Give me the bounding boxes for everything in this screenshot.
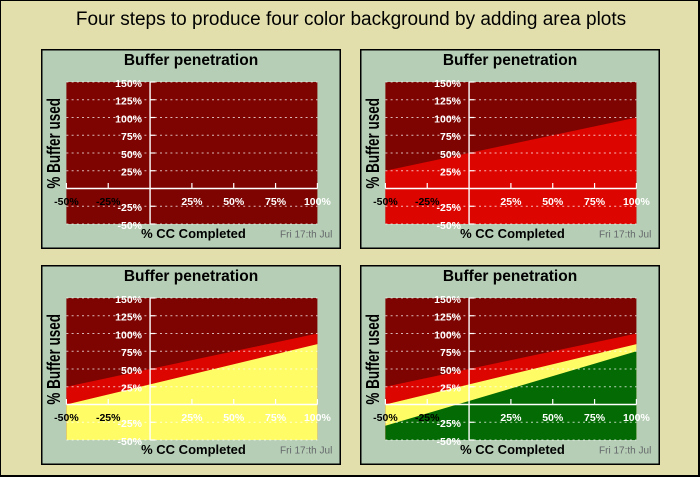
svg-text:-25%: -25%: [436, 202, 461, 214]
svg-text:Fri 17:th Jul: Fri 17:th Jul: [599, 446, 651, 457]
svg-text:Buffer penetration: Buffer penetration: [124, 268, 258, 285]
svg-text:% CC Completed: % CC Completed: [460, 442, 565, 457]
svg-text:50%: 50%: [542, 412, 564, 424]
svg-text:150%: 150%: [115, 294, 143, 306]
svg-text:100%: 100%: [623, 196, 651, 208]
svg-text:75%: 75%: [584, 412, 606, 424]
svg-text:-50%: -50%: [54, 412, 79, 424]
svg-text:-25%: -25%: [96, 196, 121, 208]
svg-text:150%: 150%: [434, 294, 462, 306]
svg-text:100%: 100%: [623, 412, 651, 424]
svg-text:% Buffer used: % Buffer used: [44, 314, 64, 405]
svg-text:% Buffer used: % Buffer used: [44, 98, 64, 189]
svg-text:-25%: -25%: [415, 196, 440, 208]
svg-text:-25%: -25%: [96, 412, 121, 424]
svg-text:-50%: -50%: [117, 436, 142, 448]
svg-text:-50%: -50%: [373, 412, 398, 424]
svg-text:25%: 25%: [121, 167, 143, 179]
svg-text:100%: 100%: [434, 329, 462, 341]
svg-text:-50%: -50%: [436, 220, 461, 232]
svg-text:% CC Completed: % CC Completed: [460, 226, 565, 241]
svg-text:% CC Completed: % CC Completed: [141, 226, 246, 241]
svg-text:75%: 75%: [121, 347, 143, 359]
svg-text:-50%: -50%: [54, 196, 79, 208]
svg-text:% CC Completed: % CC Completed: [141, 442, 246, 457]
svg-text:75%: 75%: [265, 412, 287, 424]
svg-text:25%: 25%: [181, 412, 203, 424]
svg-text:125%: 125%: [434, 96, 462, 108]
svg-text:Buffer penetration: Buffer penetration: [124, 52, 258, 69]
svg-text:-25%: -25%: [415, 412, 440, 424]
svg-text:100%: 100%: [115, 329, 143, 341]
svg-text:125%: 125%: [115, 312, 143, 324]
svg-text:50%: 50%: [223, 412, 245, 424]
svg-text:50%: 50%: [121, 149, 143, 161]
svg-text:75%: 75%: [440, 131, 462, 143]
svg-text:25%: 25%: [181, 196, 203, 208]
svg-text:100%: 100%: [434, 113, 462, 125]
svg-text:-25%: -25%: [117, 202, 142, 214]
svg-text:-50%: -50%: [373, 196, 398, 208]
svg-text:125%: 125%: [434, 312, 462, 324]
svg-text:50%: 50%: [223, 196, 245, 208]
svg-text:100%: 100%: [304, 412, 332, 424]
svg-text:25%: 25%: [121, 383, 143, 395]
svg-text:-25%: -25%: [436, 418, 461, 430]
svg-text:50%: 50%: [440, 365, 462, 377]
svg-text:75%: 75%: [440, 347, 462, 359]
svg-text:25%: 25%: [440, 167, 462, 179]
svg-text:150%: 150%: [434, 78, 462, 90]
svg-text:150%: 150%: [115, 78, 143, 90]
svg-text:50%: 50%: [542, 196, 564, 208]
svg-text:25%: 25%: [440, 383, 462, 395]
svg-text:% Buffer used: % Buffer used: [363, 98, 383, 189]
svg-text:25%: 25%: [500, 412, 522, 424]
svg-text:50%: 50%: [121, 365, 143, 377]
svg-text:125%: 125%: [115, 96, 143, 108]
svg-text:50%: 50%: [440, 149, 462, 161]
svg-text:Buffer penetration: Buffer penetration: [443, 268, 577, 285]
svg-text:100%: 100%: [304, 196, 332, 208]
svg-text:Fri 17:th Jul: Fri 17:th Jul: [599, 230, 651, 241]
svg-text:Fri 17:th Jul: Fri 17:th Jul: [280, 446, 332, 457]
svg-text:% Buffer used: % Buffer used: [363, 314, 383, 405]
svg-text:75%: 75%: [265, 196, 287, 208]
svg-text:-25%: -25%: [117, 418, 142, 430]
svg-text:75%: 75%: [584, 196, 606, 208]
svg-text:100%: 100%: [115, 113, 143, 125]
svg-text:-50%: -50%: [117, 220, 142, 232]
svg-text:Fri 17:th Jul: Fri 17:th Jul: [280, 230, 332, 241]
svg-text:75%: 75%: [121, 131, 143, 143]
svg-text:-50%: -50%: [436, 436, 461, 448]
svg-text:Buffer penetration: Buffer penetration: [443, 52, 577, 69]
svg-text:25%: 25%: [500, 196, 522, 208]
